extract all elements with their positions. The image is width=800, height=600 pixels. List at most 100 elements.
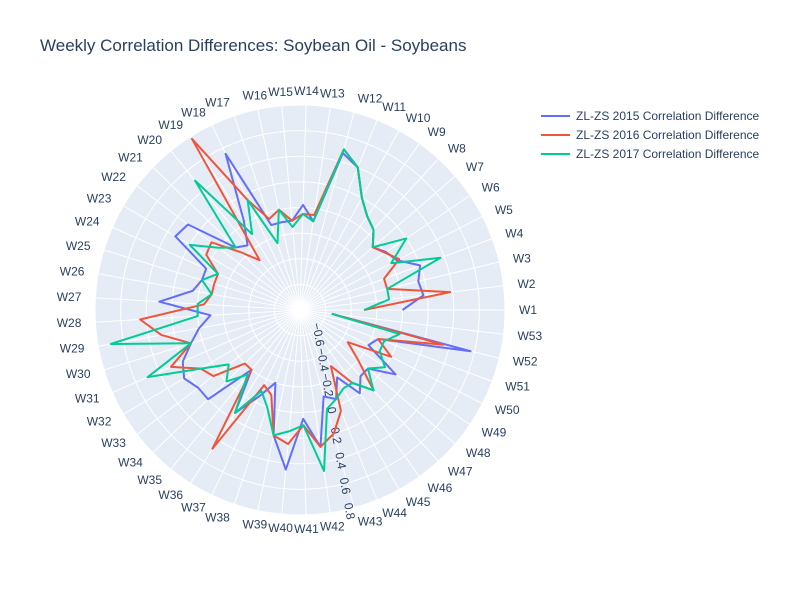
angular-tick-label: W3: [513, 252, 531, 266]
angular-tick-label: W47: [448, 465, 473, 479]
angular-tick-label: W44: [382, 506, 407, 520]
angular-tick-label: W4: [505, 227, 523, 241]
angular-gridline: [299, 158, 439, 311]
angular-gridline: [299, 309, 378, 501]
angular-gridline: [299, 309, 493, 382]
radial-tick-label: 0.2: [328, 426, 345, 445]
angular-tick-label: W12: [358, 92, 383, 106]
angular-gridline: [299, 130, 400, 311]
angular-tick-label: W46: [428, 481, 453, 495]
angular-gridline: [152, 166, 301, 311]
angular-tick-label: W41: [294, 522, 319, 536]
radial-tick-label: 0.8: [341, 502, 358, 521]
legend-item-label[interactable]: ZL-ZS 2016 Correlation Difference: [576, 128, 760, 142]
angular-gridline: [190, 309, 301, 484]
angular-gridline: [299, 238, 493, 311]
angular-gridline: [299, 309, 331, 513]
angular-gridline: [299, 309, 400, 490]
angular-gridline: [299, 309, 439, 462]
angular-tick-label: W48: [466, 446, 491, 460]
angular-tick-label: W25: [66, 239, 91, 253]
angular-tick-label: W53: [517, 329, 542, 343]
angular-gridline: [299, 285, 504, 311]
angular-tick-label: W45: [406, 495, 431, 509]
angular-gridline: [257, 309, 301, 511]
angular-gridline: [190, 136, 301, 311]
angular-tick-label: W51: [505, 379, 530, 393]
angular-tick-label: W7: [466, 160, 484, 174]
angular-tick-label: W14: [294, 84, 319, 98]
angular-gridline: [211, 309, 301, 496]
radial-tick-label: −0.6: [309, 322, 327, 348]
angular-tick-label: W37: [181, 501, 206, 515]
angular-gridline: [299, 143, 420, 311]
angular-gridline: [299, 175, 456, 311]
legend-item-label[interactable]: ZL-ZS 2015 Correlation Difference: [576, 109, 760, 123]
angular-tick-label: W16: [243, 89, 268, 103]
angular-tick-label: W26: [60, 264, 85, 278]
angular-tick-label: W33: [101, 436, 126, 450]
angular-tick-label: W40: [268, 521, 293, 535]
angular-tick-label: W10: [406, 111, 431, 125]
angular-gridline: [299, 309, 307, 515]
angular-tick-label: W21: [118, 150, 143, 164]
angular-gridline: [299, 112, 355, 311]
angular-tick-label: W29: [60, 342, 85, 356]
angular-tick-label: W50: [495, 403, 520, 417]
angular-tick-label: W35: [137, 473, 162, 487]
angular-tick-label: W38: [205, 510, 230, 524]
angular-tick-label: W43: [358, 514, 383, 528]
angular-gridline: [281, 105, 301, 311]
radial-tick-label: 0.6: [337, 477, 354, 496]
angular-tick-label: W22: [101, 170, 126, 184]
angular-gridline: [299, 107, 331, 311]
angular-tick-label: W15: [268, 85, 293, 99]
angular-tick-label: W13: [320, 86, 345, 100]
angular-tick-label: W17: [205, 96, 230, 110]
angular-gridline: [299, 309, 456, 445]
angular-gridline: [281, 309, 301, 515]
legend: ZL-ZS 2015 Correlation Difference ZL-ZS 2…: [541, 109, 760, 161]
angular-gridline: [233, 115, 301, 311]
radial-tick-label: −0.4: [314, 347, 332, 373]
angular-gridline: [103, 309, 301, 371]
angular-tick-label: W20: [137, 133, 162, 147]
angular-gridline: [299, 119, 378, 311]
angular-tick-label: W23: [87, 192, 112, 206]
angular-tick-label: W8: [448, 141, 466, 155]
angular-tick-label: W5: [495, 203, 513, 217]
angular-tick-label: W36: [158, 488, 183, 502]
radial-tick-label: 0.4: [332, 451, 349, 470]
angular-tick-label: W52: [513, 354, 538, 368]
angular-tick-label: W24: [75, 215, 100, 229]
angular-tick-label: W9: [428, 125, 446, 139]
angular-gridline: [123, 309, 301, 415]
angular-tick-label: W42: [320, 520, 345, 534]
radial-tick-label: 0: [324, 406, 339, 415]
angular-tick-label: W31: [75, 391, 100, 405]
angular-gridline: [170, 150, 301, 311]
radial-tick-label: −0.2: [318, 372, 336, 398]
angular-tick-label: W34: [118, 456, 143, 470]
angular-gridline: [299, 105, 307, 311]
angular-tick-label: W32: [87, 414, 112, 428]
angular-gridline: [98, 273, 301, 311]
angular-tick-label: W6: [482, 181, 500, 195]
angular-tick-label: W1: [519, 303, 537, 317]
angular-tick-label: W39: [243, 517, 268, 531]
angular-tick-label: W11: [382, 100, 406, 114]
angular-gridline: [136, 309, 301, 435]
angular-tick-label: W2: [517, 277, 535, 291]
chart-title: Weekly Correlation Differences: Soybean …: [40, 36, 466, 55]
angular-tick-label: W49: [482, 425, 507, 439]
legend-item-label[interactable]: ZL-ZS 2017 Correlation Difference: [576, 147, 760, 161]
angular-tick-label: W19: [158, 118, 183, 132]
angular-gridline: [170, 309, 301, 470]
angular-tick-label: W28: [57, 316, 82, 330]
angular-gridline: [299, 261, 500, 311]
angular-tick-label: W27: [57, 290, 82, 304]
angular-tick-label: W30: [66, 367, 91, 381]
angular-gridline: [112, 309, 301, 394]
series-line-3: [109, 148, 442, 472]
